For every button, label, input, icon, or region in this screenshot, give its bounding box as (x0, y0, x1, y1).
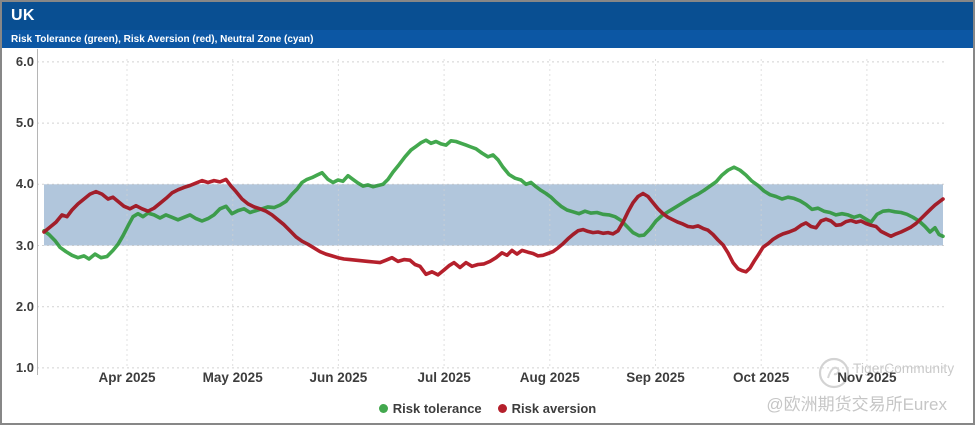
watermark-community-label: TigerCommunity (853, 361, 955, 376)
risk-tolerance-dot-icon (378, 404, 388, 413)
y-tick-label: 3.0 (15, 237, 34, 253)
y-tick-label: 4.0 (15, 176, 34, 192)
x-tick-label: Aug 2025 (519, 370, 580, 385)
chart-legend: Risk tolerance Risk aversion (2, 401, 973, 416)
watermark-handle: @欧洲期货交易所Eurex (766, 395, 947, 414)
watermark-logo-icon (818, 357, 850, 389)
x-tick-label: Oct 2025 (733, 370, 790, 385)
x-tick-label: Nov 2025 (837, 370, 897, 385)
neutral-zone-overlay (44, 184, 943, 246)
subtitle-bar: Risk Tolerance (green), Risk Aversion (r… (2, 30, 973, 48)
y-tick-label: 5.0 (15, 115, 34, 131)
page-title: UK (11, 7, 35, 24)
chart-subtitle: Risk Tolerance (green), Risk Aversion (r… (11, 33, 314, 45)
title-bar: UK (2, 2, 973, 30)
x-tick-label: May 2025 (202, 370, 263, 385)
y-tick-label: 6.0 (15, 53, 34, 69)
y-tick-label: 2.0 (15, 298, 34, 314)
risk-aversion-dot-icon (497, 404, 507, 413)
legend-item-risk-tolerance: Risk tolerance (378, 401, 482, 416)
legend-item-risk-aversion: Risk aversion (497, 401, 597, 416)
legend-risk-tolerance-label: Risk tolerance (392, 401, 482, 416)
y-tick-label: 1.0 (15, 359, 34, 375)
x-tick-label: Apr 2025 (98, 370, 156, 385)
legend-risk-aversion-label: Risk aversion (511, 401, 597, 416)
x-tick-label: Jul 2025 (417, 370, 471, 385)
x-tick-label: Sep 2025 (626, 370, 685, 385)
x-tick-label: Jun 2025 (309, 370, 368, 385)
